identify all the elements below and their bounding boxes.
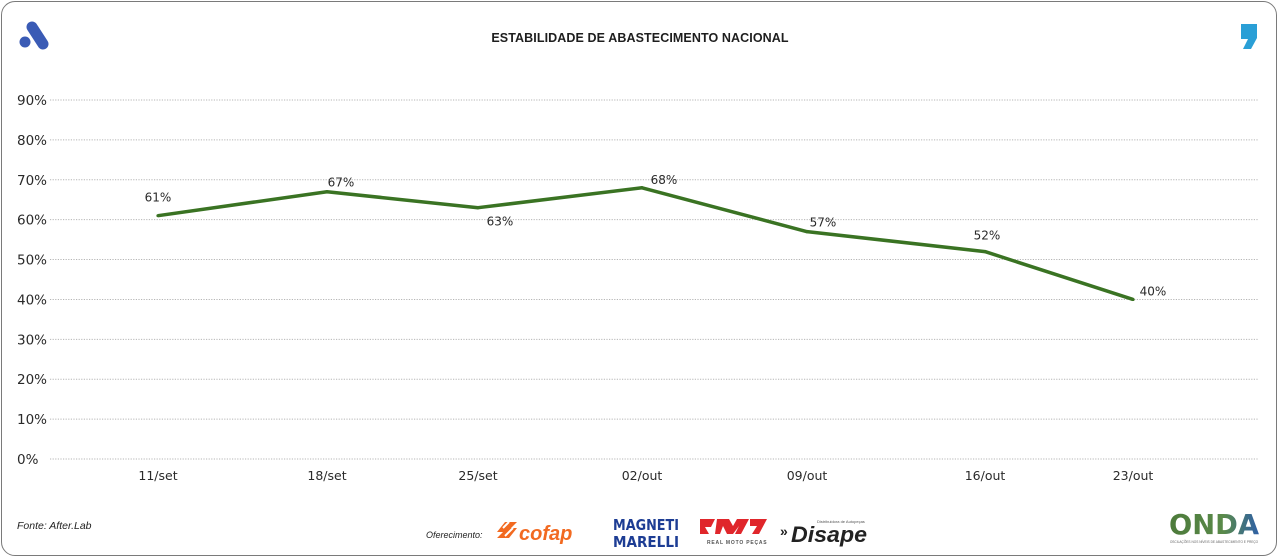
- y-axis-ticks: 0% 10% 20% 30% 40% 50% 60% 70% 80% 90%: [17, 93, 47, 468]
- svg-text:MARELLI: MARELLI: [613, 533, 679, 550]
- data-label: 67%: [328, 176, 355, 190]
- data-point: [983, 249, 987, 254]
- brand-a-dot: [19, 36, 31, 48]
- series-line: [157, 186, 1134, 302]
- data-point: [476, 206, 480, 210]
- y-tick-label: 90%: [17, 93, 47, 109]
- cofap-logo: cofap: [497, 521, 572, 545]
- data-label: 61%: [145, 191, 172, 205]
- data-label: 68%: [651, 173, 678, 187]
- y-tick-label: 50%: [17, 253, 47, 269]
- data-point: [1131, 297, 1135, 302]
- x-tick-label: 16/out: [965, 468, 1006, 483]
- y-tick-label: 60%: [17, 213, 47, 229]
- disape-logo: » Disape Distribuidora de Autopeças: [780, 519, 867, 547]
- y-tick-label: 30%: [17, 332, 47, 348]
- y-tick-label: 20%: [17, 372, 47, 388]
- sponsor-logos: cofap MAGNETI MARELLI REAL MOTO PEÇAS » …: [497, 516, 867, 550]
- y-tick-label: 40%: [17, 292, 47, 308]
- y-tick-label: 70%: [17, 173, 47, 189]
- svg-text:»: »: [780, 523, 788, 539]
- brand-a-logo: [19, 21, 49, 50]
- x-tick-label: 18/set: [307, 468, 346, 483]
- data-label: 52%: [974, 229, 1001, 243]
- y-tick-label: 80%: [17, 133, 47, 149]
- data-label: 57%: [810, 216, 837, 230]
- svg-text:REAL MOTO PEÇAS: REAL MOTO PEÇAS: [707, 540, 767, 546]
- svg-text:Disape: Disape: [791, 522, 867, 547]
- data-point: [156, 214, 160, 218]
- magneti-marelli-logo: MAGNETI MARELLI: [613, 516, 679, 550]
- data-point: [640, 186, 644, 190]
- source-note: Fonte: After.Lab: [17, 520, 92, 532]
- brand-a-bar: [26, 21, 49, 50]
- svg-text:ONDA: ONDA: [1169, 508, 1260, 541]
- x-tick-label: 23/out: [1113, 468, 1154, 483]
- data-point: [805, 230, 809, 234]
- svg-text:cofap: cofap: [519, 523, 572, 545]
- y-tick-label: 10%: [17, 412, 47, 428]
- y-tick-label: 0%: [17, 452, 39, 468]
- x-axis-ticks: 11/set 18/set 25/set 02/out 09/out 16/out 23/o…: [138, 468, 1153, 483]
- data-label: 40%: [1140, 284, 1167, 298]
- data-label: 63%: [487, 215, 514, 229]
- svg-text:MAGNETI: MAGNETI: [613, 516, 679, 534]
- rmp-logo: REAL MOTO PEÇAS: [700, 519, 767, 546]
- x-tick-label: 25/set: [458, 468, 497, 483]
- chart-title: ESTABILIDADE DE ABASTECIMENTO NACIONAL: [491, 31, 789, 45]
- x-tick-label: 09/out: [787, 468, 828, 483]
- series: [156, 186, 1135, 302]
- svg-text:Distribuidora de Autopeças: Distribuidora de Autopeças: [817, 519, 865, 524]
- x-tick-label: 02/out: [622, 468, 663, 483]
- data-point: [325, 190, 329, 194]
- x-tick-label: 11/set: [138, 468, 177, 483]
- comma-logo: [1241, 24, 1257, 49]
- data-labels: 61% 67% 63% 68% 57% 52% 40%: [145, 173, 1167, 299]
- svg-text:OSCILAÇÕES NOS NÍVEIS DE ABAST: OSCILAÇÕES NOS NÍVEIS DE ABASTECIMENTO E…: [1170, 539, 1259, 544]
- grid-lines: [50, 99, 1258, 460]
- sponsor-label: Oferecimento:: [426, 530, 483, 540]
- onda-logo: ONDA OSCILAÇÕES NOS NÍVEIS DE ABASTECIME…: [1169, 508, 1260, 544]
